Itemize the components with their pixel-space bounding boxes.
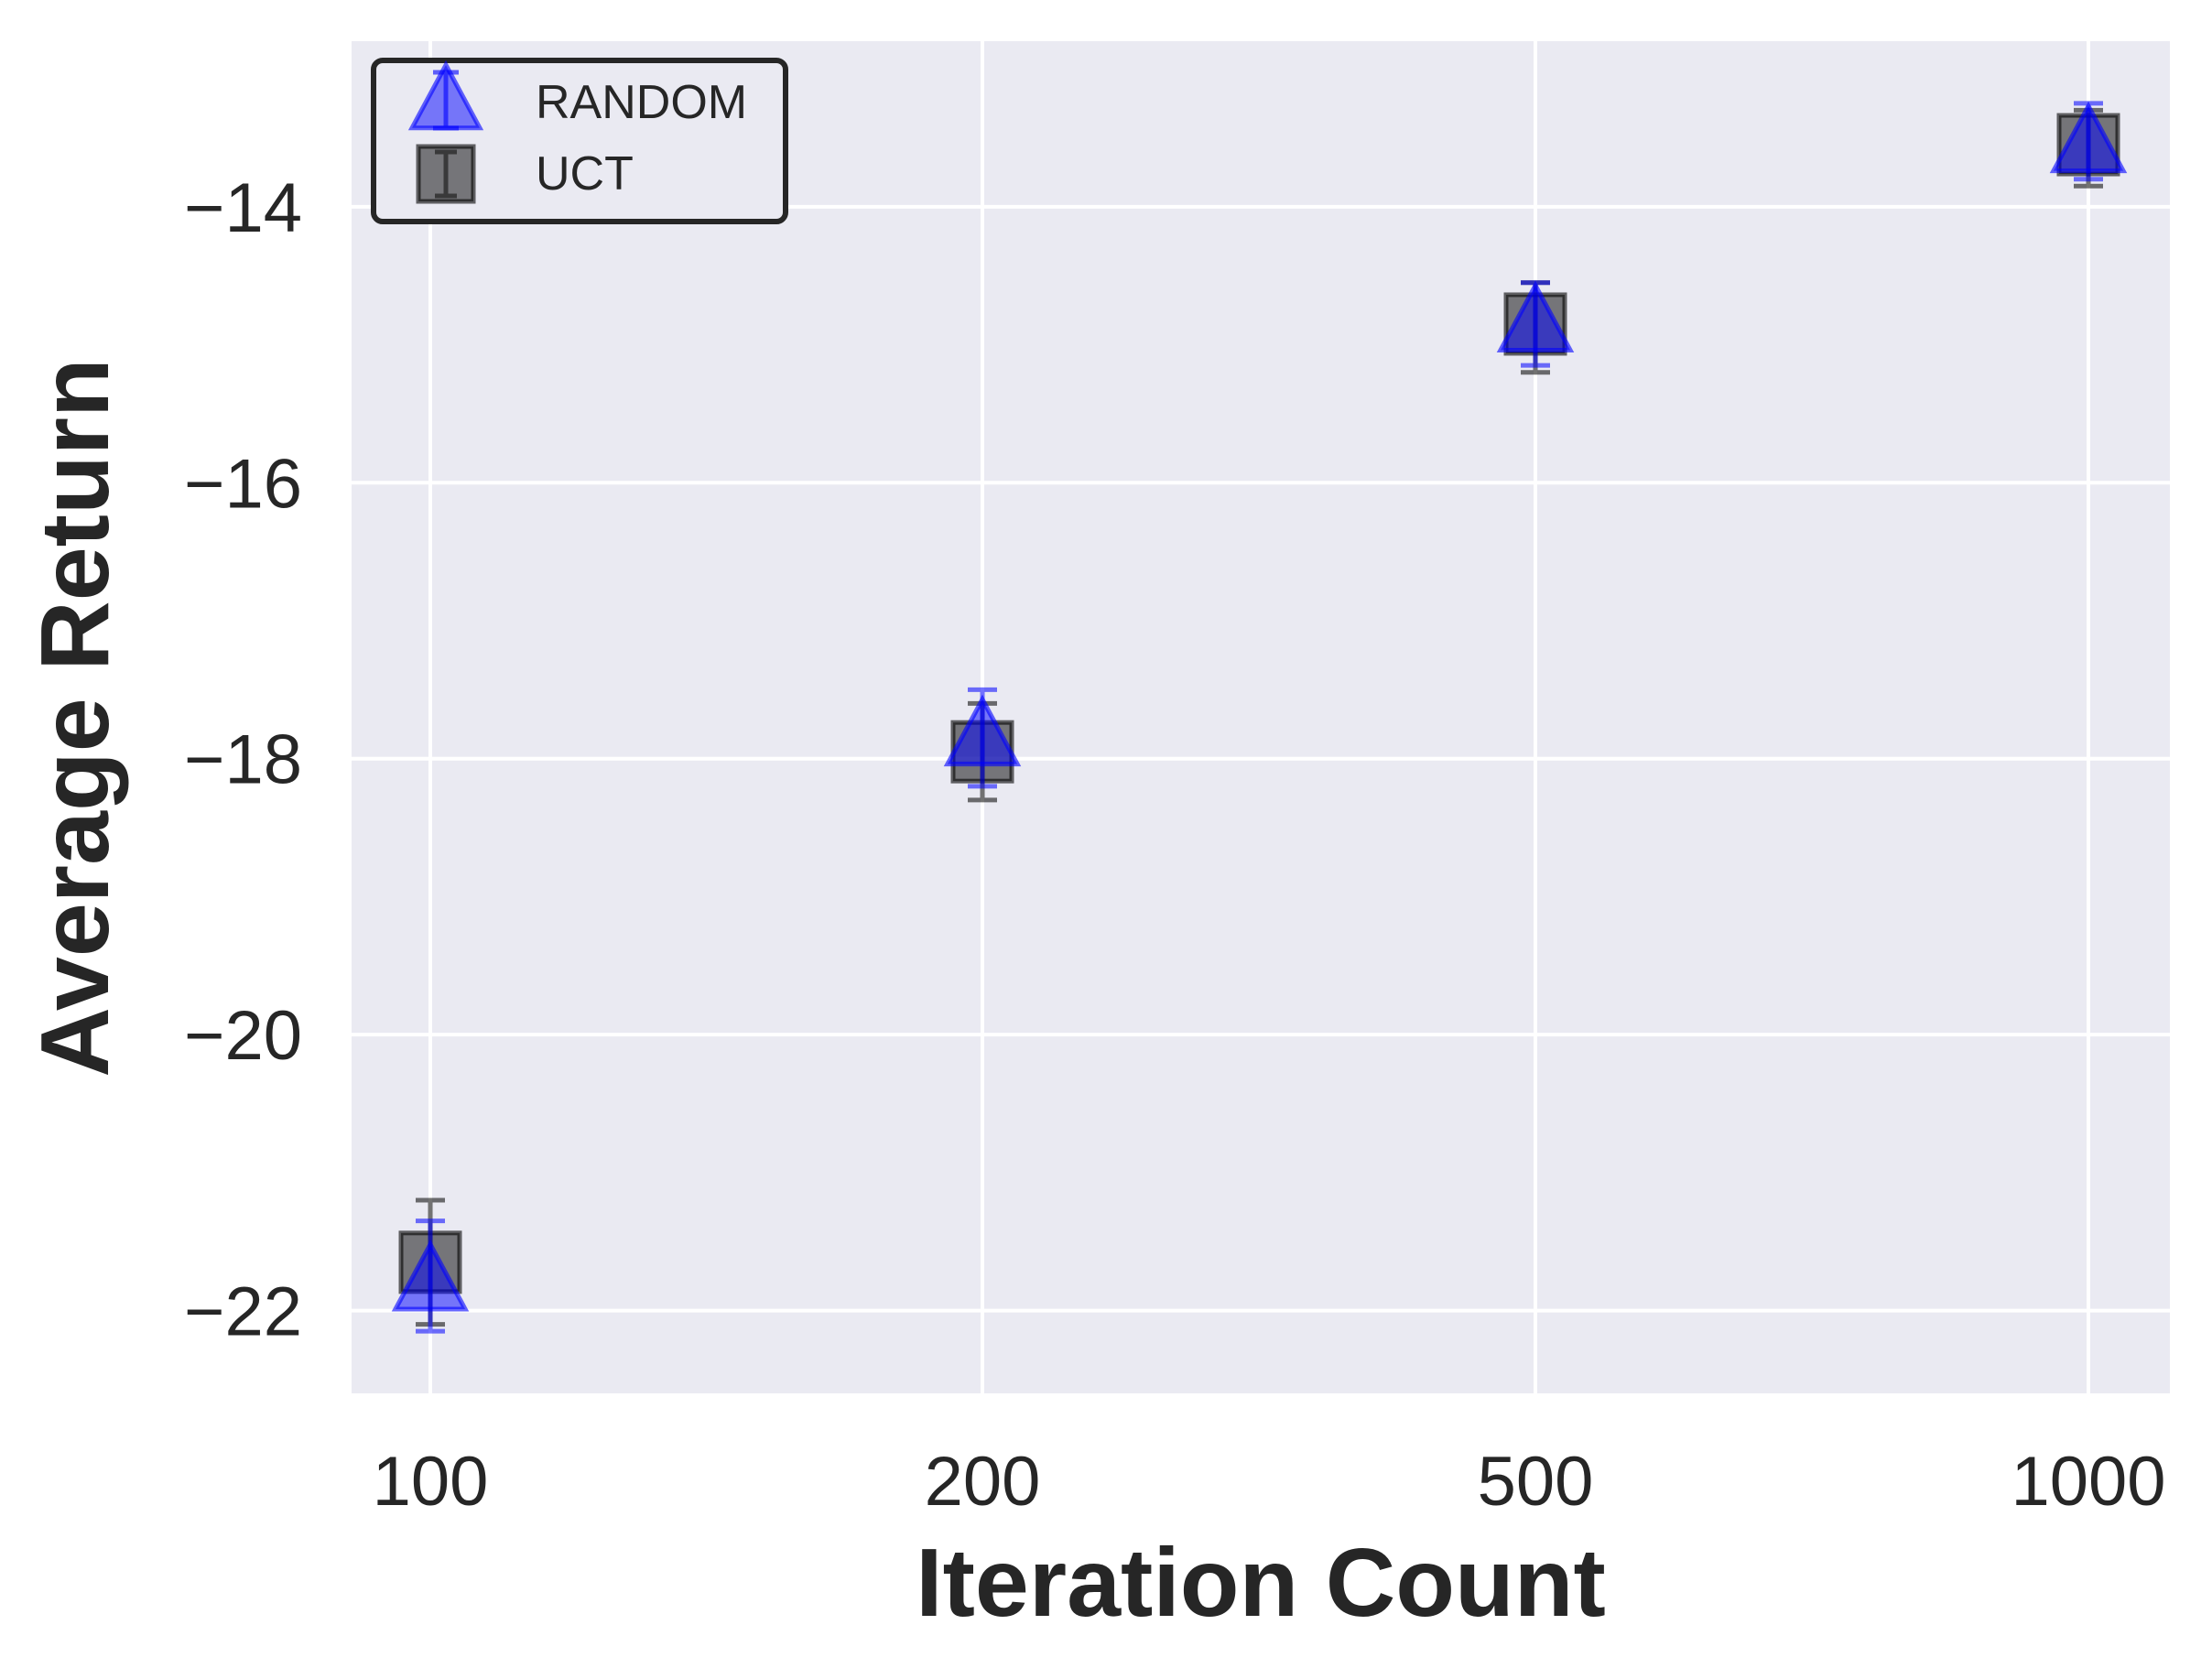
- x-tick-label: 200: [925, 1443, 1041, 1521]
- y-tick-label: −20: [184, 997, 302, 1075]
- y-tick-label: −16: [184, 445, 302, 523]
- legend-random-marker: [407, 60, 484, 131]
- legend-label-random: RANDOM: [536, 76, 747, 129]
- grid: [352, 41, 2170, 1393]
- legend-frame: [371, 58, 788, 224]
- series-layer: [391, 101, 2128, 1334]
- random-marker: [1496, 280, 1575, 353]
- x-tick-label: 500: [1478, 1443, 1594, 1521]
- random-marker: [943, 694, 1022, 767]
- legend: RANDOM UCT: [371, 58, 788, 224]
- x-tick-label: 100: [373, 1443, 489, 1521]
- legend-label-uct: UCT: [536, 147, 634, 200]
- x-axis-label: Iteration Count: [916, 1529, 1606, 1637]
- plot-background: [352, 41, 2170, 1393]
- legend-markers: [407, 60, 484, 204]
- random-marker: [391, 1239, 470, 1312]
- y-tick-label: −22: [184, 1273, 302, 1351]
- legend-uct-errorbar: [435, 149, 457, 199]
- x-tick-label: 1000: [2011, 1443, 2165, 1521]
- y-tick-label: −18: [184, 721, 302, 799]
- y-tick-label: −14: [184, 169, 302, 247]
- y-axis-label: Average Return: [21, 358, 129, 1077]
- random-marker: [2049, 101, 2128, 174]
- ticks: −14 −16 −18 −20 −22 100 200 500 1000: [184, 169, 2165, 1521]
